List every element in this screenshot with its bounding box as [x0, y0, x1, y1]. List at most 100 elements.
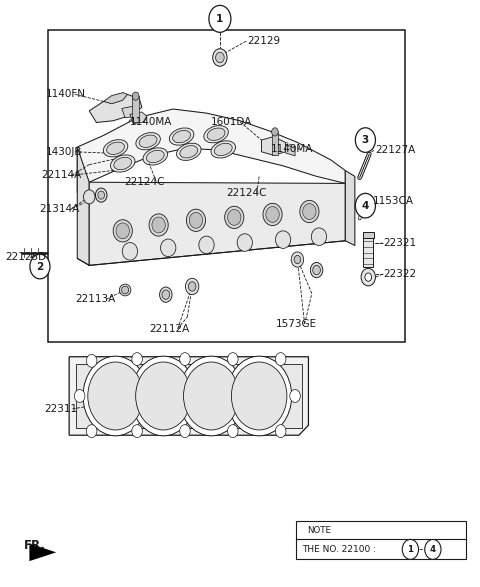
- Text: 22113A: 22113A: [75, 294, 115, 304]
- Text: 1140FN: 1140FN: [46, 89, 86, 99]
- Circle shape: [290, 390, 300, 403]
- Circle shape: [131, 356, 196, 436]
- Polygon shape: [130, 112, 147, 124]
- Circle shape: [132, 353, 143, 366]
- Circle shape: [179, 356, 244, 436]
- Text: 1140MA: 1140MA: [130, 117, 172, 127]
- Circle shape: [291, 252, 304, 267]
- Ellipse shape: [266, 207, 279, 222]
- Ellipse shape: [211, 141, 236, 158]
- Polygon shape: [76, 364, 302, 428]
- Ellipse shape: [225, 206, 244, 228]
- Ellipse shape: [204, 126, 228, 143]
- Ellipse shape: [114, 157, 132, 170]
- Ellipse shape: [116, 223, 130, 239]
- Ellipse shape: [122, 242, 138, 260]
- Ellipse shape: [300, 200, 319, 222]
- Circle shape: [30, 254, 50, 279]
- Polygon shape: [77, 147, 89, 265]
- Ellipse shape: [143, 148, 168, 165]
- Text: 1140MA: 1140MA: [271, 144, 313, 154]
- Text: 22114A: 22114A: [41, 170, 82, 180]
- Text: 2: 2: [36, 262, 44, 272]
- Ellipse shape: [199, 236, 214, 254]
- Ellipse shape: [173, 130, 191, 143]
- Circle shape: [228, 353, 238, 366]
- Text: 22124C: 22124C: [124, 177, 165, 187]
- Ellipse shape: [189, 212, 203, 228]
- Circle shape: [86, 355, 97, 367]
- Ellipse shape: [136, 133, 160, 150]
- Text: 22321: 22321: [384, 238, 417, 248]
- Text: 22124C: 22124C: [227, 188, 267, 198]
- Text: 1153CA: 1153CA: [373, 196, 414, 206]
- Bar: [48, 30, 405, 342]
- Text: 1601DA: 1601DA: [211, 117, 252, 127]
- Polygon shape: [286, 144, 295, 156]
- Text: 22125D: 22125D: [5, 252, 47, 262]
- Text: 1573GE: 1573GE: [276, 319, 317, 329]
- Ellipse shape: [312, 228, 326, 245]
- Ellipse shape: [276, 231, 291, 248]
- Circle shape: [180, 424, 190, 437]
- Ellipse shape: [180, 146, 198, 158]
- Circle shape: [84, 190, 95, 204]
- Circle shape: [159, 287, 172, 302]
- Ellipse shape: [228, 210, 241, 225]
- Circle shape: [98, 191, 105, 199]
- Text: 1: 1: [408, 545, 413, 554]
- Text: THE NO. 22100 :: THE NO. 22100 :: [302, 545, 379, 554]
- Polygon shape: [77, 109, 345, 193]
- Circle shape: [272, 128, 278, 136]
- Ellipse shape: [160, 239, 176, 257]
- Ellipse shape: [107, 142, 124, 154]
- Bar: [272, 132, 278, 156]
- Circle shape: [188, 282, 196, 291]
- Circle shape: [88, 362, 144, 430]
- Ellipse shape: [110, 155, 135, 172]
- Circle shape: [216, 52, 224, 63]
- Circle shape: [83, 356, 148, 436]
- Ellipse shape: [139, 135, 157, 147]
- Polygon shape: [29, 544, 56, 561]
- Polygon shape: [104, 93, 128, 104]
- Circle shape: [209, 5, 231, 32]
- Bar: [297, 521, 466, 559]
- Circle shape: [86, 424, 97, 437]
- Text: FR.: FR.: [24, 539, 46, 552]
- Ellipse shape: [303, 204, 316, 220]
- Text: 4: 4: [430, 545, 436, 554]
- Circle shape: [183, 362, 239, 430]
- Bar: [132, 96, 139, 122]
- Text: 22322: 22322: [384, 269, 417, 279]
- Text: 22112A: 22112A: [149, 323, 189, 333]
- Circle shape: [74, 390, 85, 403]
- Polygon shape: [345, 170, 355, 245]
- Polygon shape: [89, 95, 142, 123]
- Circle shape: [185, 278, 199, 295]
- Polygon shape: [69, 357, 309, 435]
- Circle shape: [162, 290, 169, 299]
- Circle shape: [294, 255, 301, 264]
- Ellipse shape: [169, 128, 194, 145]
- Text: 21314A: 21314A: [39, 204, 79, 214]
- Circle shape: [276, 424, 286, 437]
- Bar: [362, 232, 374, 238]
- Circle shape: [228, 424, 238, 437]
- Ellipse shape: [149, 214, 168, 236]
- Ellipse shape: [113, 220, 132, 242]
- Circle shape: [180, 353, 190, 366]
- Polygon shape: [89, 182, 345, 265]
- Ellipse shape: [207, 128, 225, 140]
- Text: 4: 4: [362, 201, 369, 211]
- Circle shape: [355, 128, 375, 153]
- Circle shape: [132, 424, 143, 437]
- Text: 3: 3: [362, 135, 369, 145]
- Polygon shape: [262, 137, 286, 156]
- Ellipse shape: [152, 217, 165, 233]
- Ellipse shape: [146, 150, 164, 163]
- Ellipse shape: [177, 143, 201, 160]
- Polygon shape: [122, 106, 139, 118]
- Circle shape: [96, 188, 107, 202]
- Text: 1430JB: 1430JB: [46, 147, 83, 157]
